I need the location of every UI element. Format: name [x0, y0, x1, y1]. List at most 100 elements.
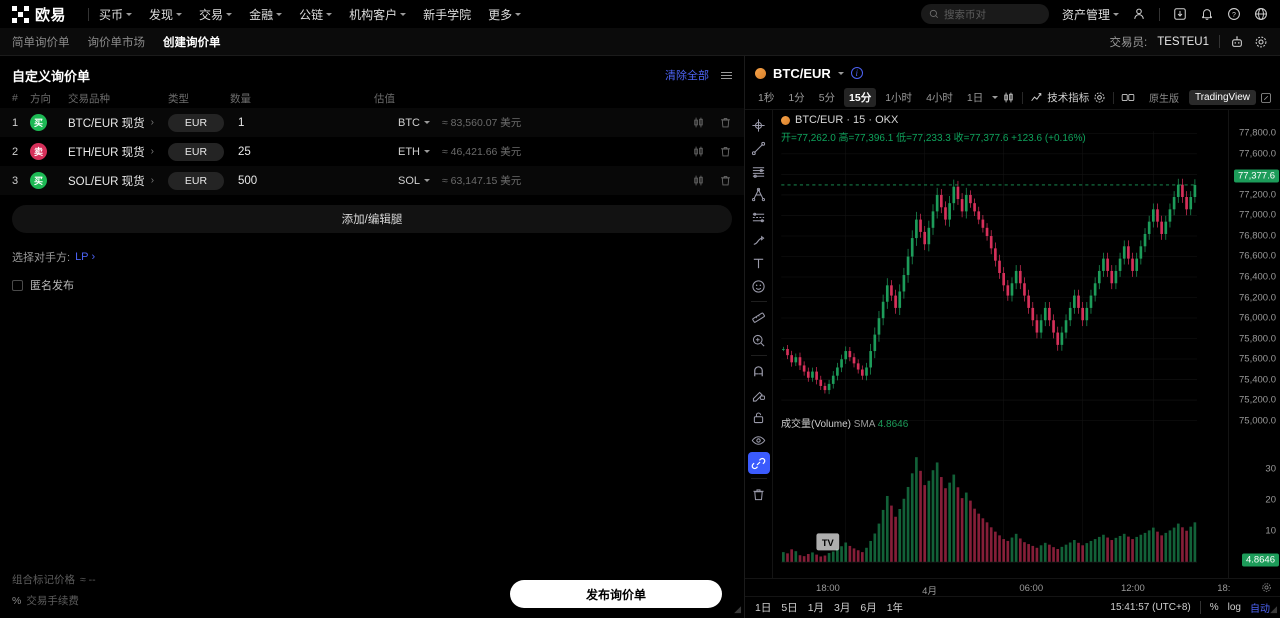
nav-item-finance[interactable]: 金融	[249, 6, 283, 23]
timeframe-1d[interactable]: 1日	[966, 92, 984, 104]
resize-handle-icon[interactable]: ◢	[1270, 604, 1277, 614]
leg-currency-selector[interactable]: ETH	[374, 146, 430, 158]
timeframe-4h[interactable]: 4小时	[926, 92, 953, 104]
chart-toggle-icon[interactable]	[692, 174, 705, 187]
nav-item-institutional[interactable]: 机构客户	[349, 6, 407, 23]
leg-type-selector[interactable]: EUR	[168, 171, 224, 190]
gann-tool-icon[interactable]	[748, 206, 770, 228]
leg-symbol-selector[interactable]: ETH/EUR 现货 ›	[68, 144, 168, 160]
text-tool-icon[interactable]	[748, 252, 770, 274]
stay-in-drawing-mode-icon[interactable]	[748, 383, 770, 405]
hide-drawings-icon[interactable]	[748, 429, 770, 451]
user-account-button[interactable]	[1132, 7, 1146, 21]
fullscreen-button[interactable]	[1260, 92, 1272, 104]
percent-scale-button[interactable]: %	[1209, 602, 1219, 613]
brush-tool-icon[interactable]	[748, 229, 770, 251]
chart-layout-button[interactable]	[1121, 91, 1135, 104]
timeframe-15m[interactable]: 15分	[844, 88, 877, 107]
crosshair-tool-icon[interactable]	[748, 114, 770, 136]
fibonacci-tool-icon[interactable]	[748, 160, 770, 182]
nav-item-academy[interactable]: 新手学院	[423, 6, 471, 23]
leg-symbol-selector[interactable]: BTC/EUR 现货 ›	[68, 115, 168, 131]
leg-type-selector[interactable]: EUR	[168, 113, 224, 132]
leg-direction[interactable]: 买	[30, 114, 68, 131]
leg-quantity-input[interactable]: 500	[238, 174, 258, 187]
measure-tool-icon[interactable]	[748, 306, 770, 328]
publish-rfq-button[interactable]: 发布询价单	[510, 580, 722, 608]
view-native-button[interactable]: 原生版	[1148, 94, 1179, 105]
leg-quantity-input[interactable]: 1	[238, 116, 245, 129]
price-axis[interactable]: 77,800.077,600.077,400.077,200.077,000.0…	[1228, 110, 1280, 578]
range-1mo[interactable]: 1月	[807, 602, 825, 614]
okx-logo[interactable]: 欧易	[12, 4, 66, 25]
log-scale-button[interactable]: log	[1227, 602, 1241, 613]
robot-assistant-button[interactable]	[1230, 35, 1244, 49]
add-edit-leg-button[interactable]: 添加/编辑腿	[12, 205, 732, 233]
anonymous-checkbox[interactable]	[12, 279, 23, 291]
timeframe-1h[interactable]: 1小时	[885, 92, 913, 104]
price-chart-canvas[interactable]: BTC/EUR · 15 · OKX 开=77,262.0 高=77,396.1…	[773, 110, 1228, 578]
tab-simple-rfq[interactable]: 简单询价单	[12, 36, 70, 49]
remove-drawings-icon[interactable]	[748, 483, 770, 505]
language-button[interactable]	[1254, 7, 1268, 21]
nav-item-more[interactable]: 更多	[488, 6, 522, 23]
range-3mo[interactable]: 3月	[834, 602, 851, 614]
time-axis[interactable]: 18:00 4月 06:00 12:00 18:	[745, 578, 1280, 597]
auto-scale-button[interactable]: 自动	[1250, 604, 1270, 615]
emoji-tool-icon[interactable]	[748, 275, 770, 297]
range-5d[interactable]: 5日	[781, 602, 798, 614]
table-row[interactable]: 3 买 SOL/EUR 现货 › EUR 500 SOL ≈ 6	[0, 166, 744, 195]
chart-toggle-icon[interactable]	[692, 116, 705, 129]
nav-item-buy-crypto[interactable]: 买币	[99, 6, 133, 23]
range-1y[interactable]: 1年	[886, 602, 904, 614]
zoom-in-tool-icon[interactable]	[748, 329, 770, 351]
time-axis-settings-icon[interactable]	[1261, 582, 1272, 593]
search-input[interactable]: 搜索币对	[920, 4, 1049, 24]
nav-item-chain[interactable]: 公链	[299, 6, 333, 23]
help-button[interactable]: ?	[1227, 7, 1241, 21]
direction-badge-sell[interactable]: 卖	[30, 143, 47, 160]
leg-currency-selector[interactable]: SOL	[374, 175, 430, 187]
chart-toggle-icon[interactable]	[692, 145, 705, 158]
leg-type-selector[interactable]: EUR	[168, 142, 224, 161]
leg-quantity-input[interactable]: 25	[238, 145, 251, 158]
tab-rfq-market[interactable]: 询价单市场	[87, 36, 146, 49]
notifications-button[interactable]	[1200, 7, 1214, 21]
magnet-tool-icon[interactable]	[748, 360, 770, 382]
resize-handle-icon[interactable]: ◢	[734, 604, 741, 614]
delete-leg-button[interactable]	[719, 174, 732, 187]
chevron-down-icon[interactable]	[837, 71, 844, 75]
range-6mo[interactable]: 6月	[860, 602, 877, 614]
chevron-down-icon[interactable]	[992, 96, 999, 99]
range-1d[interactable]: 1日	[755, 602, 772, 614]
timeframe-5m[interactable]: 5分	[818, 92, 836, 104]
download-app-button[interactable]	[1173, 7, 1187, 21]
asset-management-menu[interactable]: 资产管理	[1062, 6, 1119, 23]
chart-settings-button[interactable]	[1093, 91, 1106, 104]
info-icon[interactable]: i	[850, 67, 863, 79]
leg-symbol-selector[interactable]: SOL/EUR 现货 ›	[68, 173, 168, 189]
chart-type-button[interactable]	[1002, 91, 1015, 104]
nav-item-trade[interactable]: 交易	[199, 6, 233, 23]
trend-line-tool-icon[interactable]	[748, 137, 770, 159]
delete-leg-button[interactable]	[719, 116, 732, 129]
panel-menu-icon[interactable]	[721, 71, 732, 79]
tab-create-rfq[interactable]: 创建询价单	[163, 36, 221, 49]
delete-leg-button[interactable]	[719, 145, 732, 158]
settings-button[interactable]	[1254, 35, 1268, 49]
timeframe-1m[interactable]: 1分	[788, 92, 805, 104]
anonymous-publish-row[interactable]: 匿名发布	[0, 265, 744, 293]
leg-currency-selector[interactable]: BTC	[374, 117, 430, 129]
direction-badge-buy[interactable]: 买	[30, 172, 47, 189]
technical-indicators-button[interactable]: 技术指标	[1030, 90, 1089, 105]
leg-direction[interactable]: 卖	[30, 143, 68, 160]
timeframe-1s[interactable]: 1秒	[758, 92, 775, 104]
pitchfork-tool-icon[interactable]	[748, 183, 770, 205]
nav-item-discover[interactable]: 发现	[149, 6, 183, 23]
sync-drawings-icon[interactable]	[747, 452, 770, 474]
view-tradingview-button[interactable]: TradingView	[1188, 90, 1256, 105]
counterparty-value[interactable]: LP ›	[75, 251, 95, 263]
lock-drawings-icon[interactable]	[748, 406, 770, 428]
clear-all-button[interactable]: 清除全部	[665, 70, 709, 82]
direction-badge-buy[interactable]: 买	[30, 114, 47, 131]
